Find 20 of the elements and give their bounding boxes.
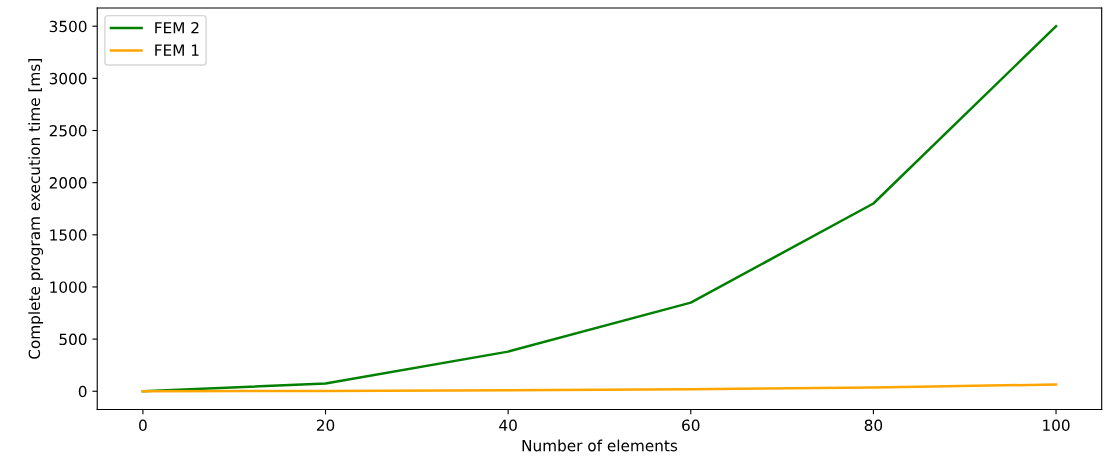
- y-tick-label: 3500: [49, 20, 87, 33]
- x-tick-label: 40: [499, 419, 517, 432]
- line-series: [141, 383, 1058, 393]
- x-tick-label: 100: [1043, 419, 1070, 432]
- y-tick-label: 0: [78, 385, 87, 398]
- y-tick-label: 2500: [49, 124, 87, 137]
- legend-label: FEM 2: [155, 21, 199, 34]
- y-tick-label: 1000: [50, 281, 87, 293]
- x-tick-label: 0: [139, 419, 147, 432]
- y-axis-title: Complete program execution time [ms]: [28, 59, 44, 359]
- y-tick-label: 2000: [49, 177, 87, 189]
- x-tick-label: 20: [316, 419, 335, 432]
- legend-label: FEM 1: [155, 44, 199, 56]
- x-axis-title: Number of elements: [522, 439, 678, 452]
- x-tick-label: 60: [682, 419, 700, 432]
- y-tick-label: 500: [59, 333, 87, 346]
- y-tick-label: 3000: [49, 72, 87, 85]
- line-series: [141, 24, 1058, 393]
- y-tick-label: 1500: [50, 229, 87, 241]
- x-tick-label: 80: [864, 419, 883, 432]
